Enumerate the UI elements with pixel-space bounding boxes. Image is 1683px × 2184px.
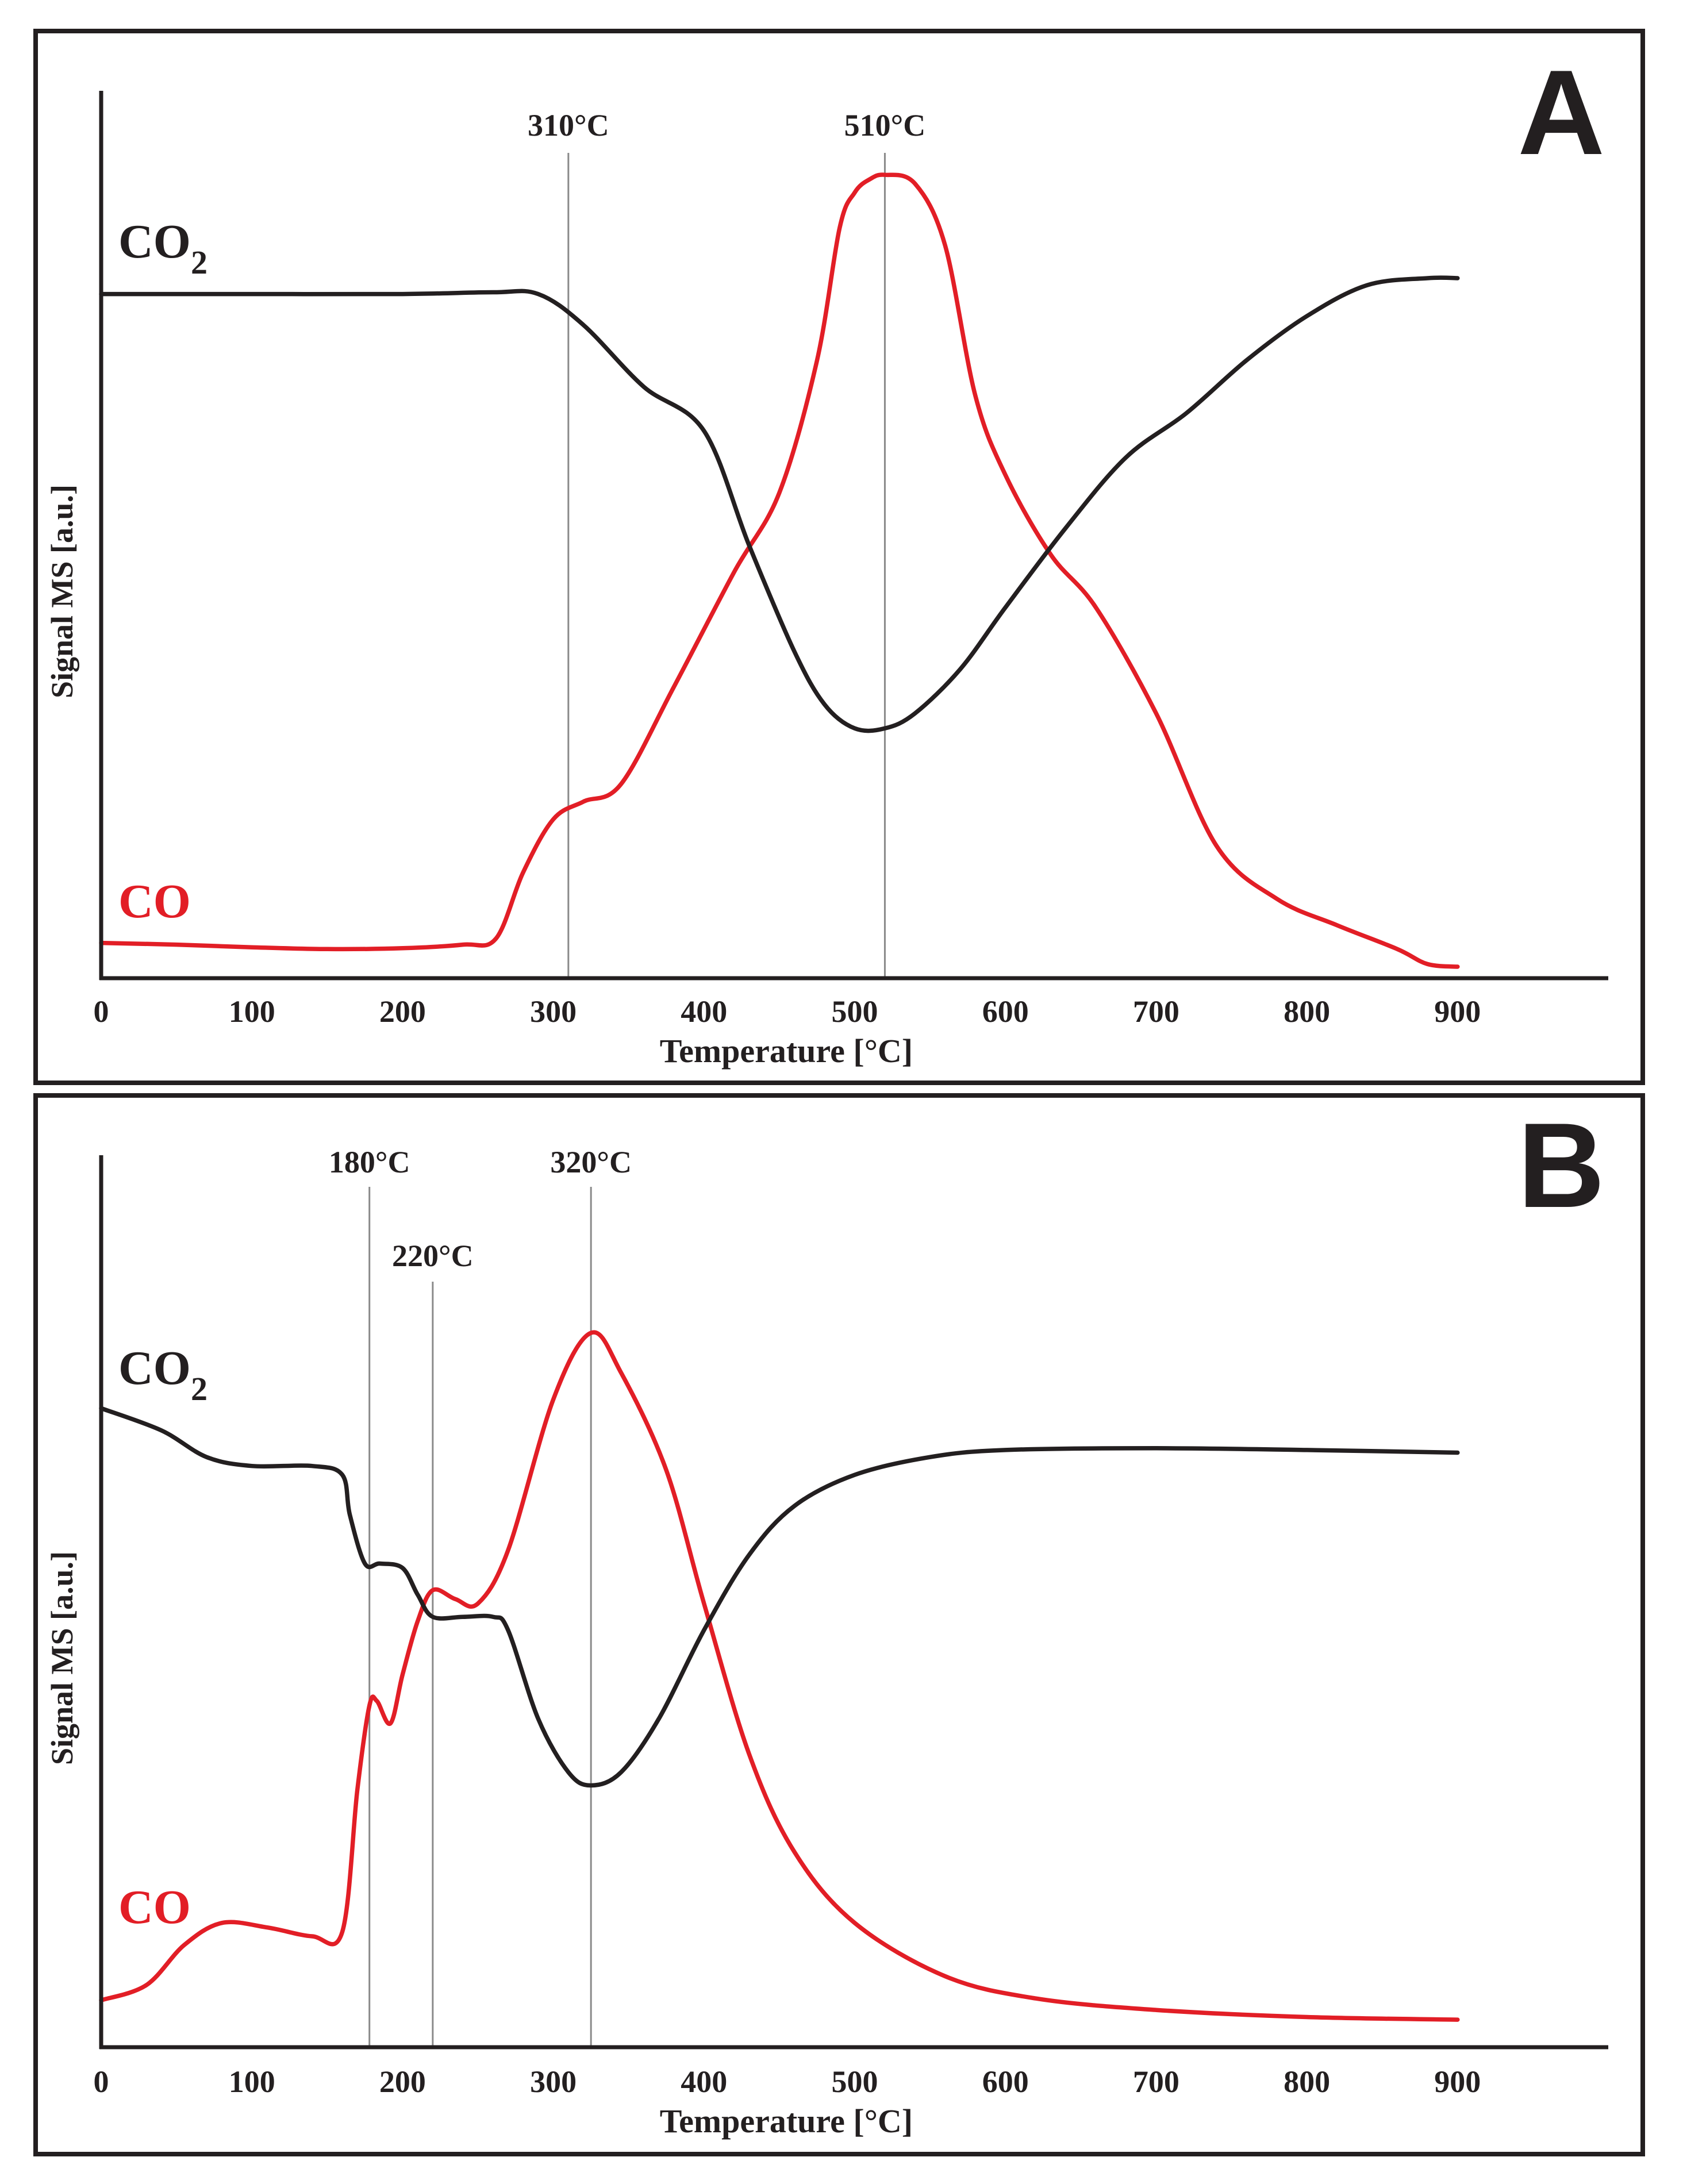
x-tick-label: 800	[1284, 994, 1330, 1029]
x-axis-label: Temperature [°C]	[660, 2102, 913, 2140]
x-tick-label: 200	[379, 994, 426, 1029]
y-axis-label: Signal MS [a.u.]	[45, 1551, 79, 1765]
x-tick-label: 700	[1133, 994, 1179, 1029]
x-tick-label: 300	[530, 994, 577, 1029]
panel-label: B	[1517, 1098, 1605, 1233]
x-tick-label: 400	[681, 2064, 727, 2099]
panel-b: 180°C 220°C 320°C 0 100 200 300 400 500 600 700 800…	[33, 1093, 1645, 2156]
series-label-main: CO	[118, 215, 191, 268]
x-tick-label: 500	[832, 994, 878, 1029]
x-tick-label: 600	[982, 994, 1029, 1029]
x-tick-label: 0	[94, 2064, 109, 2099]
chart-b: 180°C 220°C 320°C 0 100 200 300 400 500 600 700 800…	[45, 1098, 1608, 2140]
annotation-label: 310°C	[528, 108, 609, 143]
x-tick-label: 900	[1434, 2064, 1481, 2099]
series-label-subscript: 2	[191, 1370, 208, 1408]
series-line-co2	[99, 275, 1460, 733]
x-tick-label: 900	[1434, 994, 1481, 1029]
series-label-main: CO	[118, 1341, 191, 1395]
chart-a: 310°C 510°C 0 100 200 300 400 500 600 700 800 900 Te…	[45, 45, 1608, 1070]
series-line-co	[99, 172, 1460, 969]
annotation-label: 320°C	[550, 1145, 632, 1179]
annotation-label: 220°C	[392, 1239, 474, 1273]
x-tick-label: 500	[832, 2064, 878, 2099]
series-label-main: CO	[118, 1881, 191, 1934]
panel-label: A	[1517, 45, 1605, 180]
x-tick-label: 800	[1284, 2064, 1330, 2099]
panel-a: 310°C 510°C 0 100 200 300 400 500 600 700 800 900 Te…	[33, 29, 1645, 1085]
x-tick-label: 100	[229, 994, 275, 1029]
series-label-subscript: 2	[191, 244, 208, 281]
series-label-co2: CO2	[118, 1341, 208, 1408]
x-axis-label: Temperature [°C]	[660, 1032, 913, 1070]
annotation-label: 180°C	[329, 1145, 410, 1179]
series-label-co2: CO2	[118, 215, 208, 281]
series-label-co: CO	[118, 875, 191, 928]
x-tick-label: 100	[229, 2064, 275, 2099]
annotation-label: 510°C	[844, 108, 926, 143]
x-tick-label: 400	[681, 994, 727, 1029]
series-label-co: CO	[118, 1881, 191, 1934]
series-line-co2	[99, 1406, 1460, 1788]
x-tick-label: 200	[379, 2064, 426, 2099]
series-label-main: CO	[118, 875, 191, 928]
x-tick-label: 700	[1133, 2064, 1179, 2099]
series-line-co	[99, 1330, 1460, 2022]
x-tick-label: 600	[982, 2064, 1029, 2099]
x-tick-label: 0	[94, 994, 109, 1029]
y-axis-label: Signal MS [a.u.]	[45, 485, 79, 698]
x-tick-label: 300	[530, 2064, 577, 2099]
